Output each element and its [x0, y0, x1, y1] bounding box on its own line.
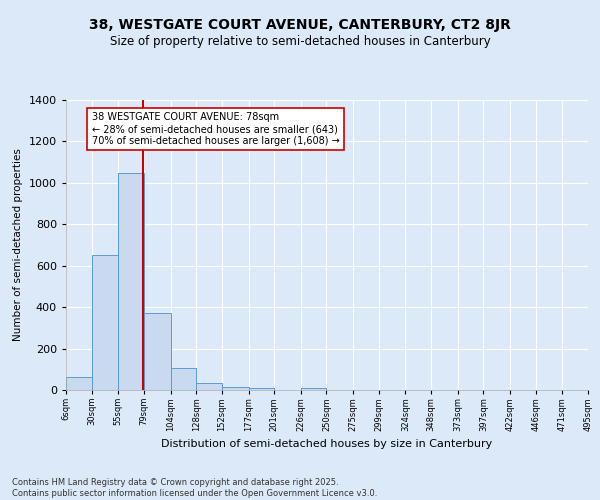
- Text: Contains HM Land Registry data © Crown copyright and database right 2025.
Contai: Contains HM Land Registry data © Crown c…: [12, 478, 377, 498]
- X-axis label: Distribution of semi-detached houses by size in Canterbury: Distribution of semi-detached houses by …: [161, 440, 493, 450]
- Text: Size of property relative to semi-detached houses in Canterbury: Size of property relative to semi-detach…: [110, 35, 490, 48]
- Bar: [222, 387, 248, 390]
- Text: 38 WESTGATE COURT AVENUE: 78sqm
← 28% of semi-detached houses are smaller (643)
: 38 WESTGATE COURT AVENUE: 78sqm ← 28% of…: [92, 112, 340, 146]
- Bar: [248, 388, 274, 390]
- Bar: [92, 256, 118, 390]
- Bar: [301, 388, 326, 390]
- Bar: [170, 368, 196, 390]
- Bar: [118, 172, 144, 390]
- Bar: [144, 314, 170, 390]
- Y-axis label: Number of semi-detached properties: Number of semi-detached properties: [13, 148, 23, 342]
- Bar: [196, 383, 222, 390]
- Bar: [66, 376, 92, 390]
- Text: 38, WESTGATE COURT AVENUE, CANTERBURY, CT2 8JR: 38, WESTGATE COURT AVENUE, CANTERBURY, C…: [89, 18, 511, 32]
